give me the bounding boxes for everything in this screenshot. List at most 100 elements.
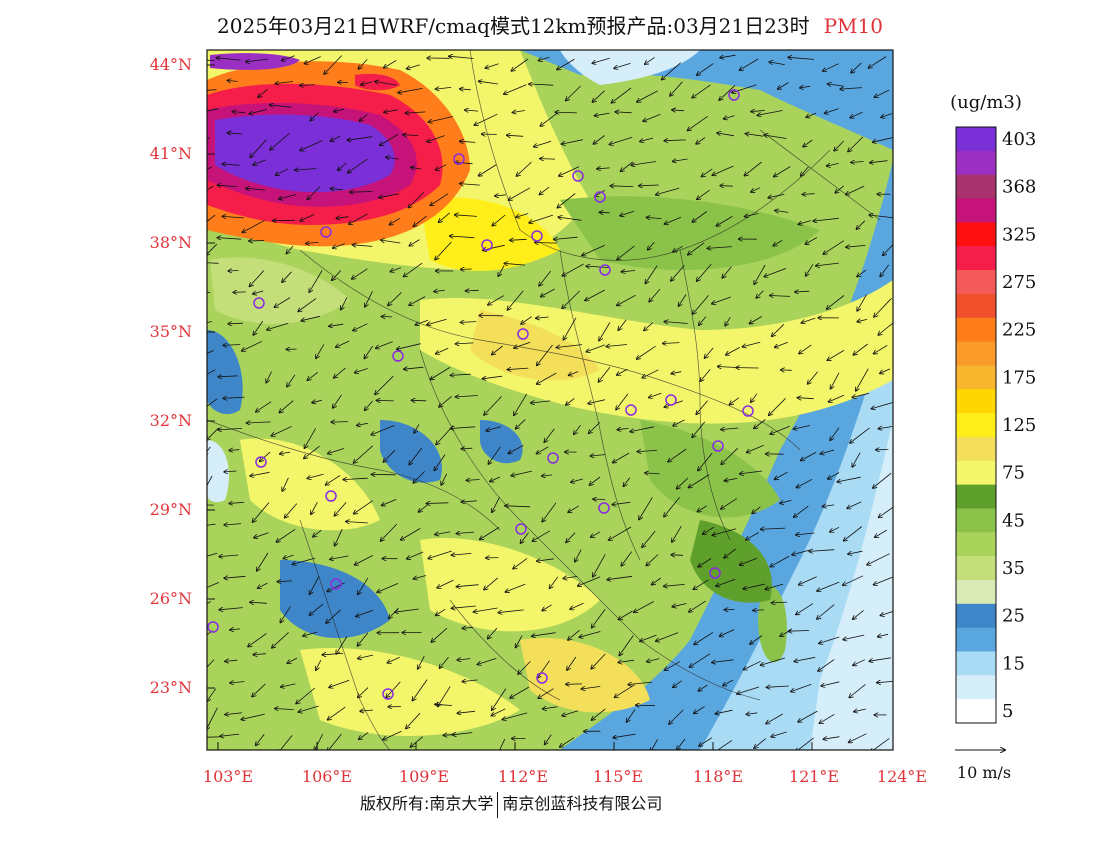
wind-arrow bbox=[330, 555, 349, 560]
city-marker bbox=[536, 672, 548, 684]
wind-arrow bbox=[456, 343, 474, 344]
wind-arrow bbox=[877, 681, 893, 682]
wind-arrow bbox=[507, 135, 524, 136]
wind-arrow bbox=[354, 445, 373, 463]
wind-arrow bbox=[636, 705, 655, 706]
wind-arrow bbox=[740, 58, 759, 70]
wind-arrow bbox=[298, 298, 317, 311]
wind-arrow bbox=[579, 631, 601, 638]
wind-arrow bbox=[544, 428, 555, 442]
wind-arrow bbox=[338, 162, 347, 170]
wind-arrow bbox=[557, 193, 576, 208]
city-marker bbox=[547, 452, 559, 464]
wind-arrow bbox=[588, 399, 606, 404]
wind-arrow bbox=[568, 629, 580, 640]
wind-arrow bbox=[438, 686, 451, 706]
wind-arrow bbox=[281, 683, 296, 687]
wind-arrow bbox=[637, 450, 657, 451]
wind-arrow bbox=[538, 56, 550, 60]
wind-arrow bbox=[456, 532, 475, 533]
wind-arrow bbox=[559, 166, 580, 176]
wind-arrow bbox=[830, 526, 840, 532]
footer-left: 版权所有:南京大学 bbox=[360, 794, 494, 813]
wind-arrow bbox=[796, 478, 813, 487]
wind-arrow bbox=[809, 550, 835, 552]
city-marker bbox=[594, 191, 606, 203]
pm10-field bbox=[207, 50, 893, 750]
wind-arrow bbox=[277, 581, 292, 582]
wind-arrow bbox=[851, 162, 864, 163]
wind-arrow bbox=[664, 140, 686, 141]
wind-arrow bbox=[223, 345, 241, 346]
wind-arrow bbox=[720, 186, 733, 187]
wind-arrow bbox=[671, 265, 685, 281]
wind-arrow bbox=[791, 683, 812, 691]
wind-arrow bbox=[434, 454, 446, 471]
wind-arrow bbox=[725, 316, 731, 326]
wind-arrow bbox=[313, 529, 322, 537]
wind-arrow bbox=[639, 185, 659, 186]
wind-arrow bbox=[224, 524, 242, 525]
wind-arrow bbox=[413, 215, 427, 226]
wind-arrow bbox=[813, 217, 839, 221]
wind-arrow bbox=[566, 398, 575, 405]
wind-arrow bbox=[664, 322, 688, 324]
city-marker bbox=[320, 226, 332, 238]
wind-arrow bbox=[537, 372, 557, 384]
wind-arrow bbox=[390, 267, 402, 272]
wind-arrow bbox=[617, 294, 636, 305]
wind-arrow bbox=[829, 394, 845, 402]
wind-arrow bbox=[831, 372, 840, 389]
wind-arrow bbox=[719, 85, 736, 100]
wind-arrow bbox=[788, 631, 810, 632]
legend-swatch bbox=[956, 127, 996, 152]
wind-arrow bbox=[510, 686, 530, 698]
lat-label-32: 32°N bbox=[150, 411, 192, 430]
wind-arrow bbox=[640, 137, 654, 142]
wind-arrow bbox=[849, 733, 867, 743]
wind-arrow bbox=[764, 135, 787, 139]
wind-arrow bbox=[358, 687, 369, 698]
lon-label-124: 124°E bbox=[877, 767, 927, 786]
wind-arrow bbox=[495, 195, 506, 196]
wind-arrow bbox=[227, 81, 238, 82]
wind-arrow bbox=[488, 627, 498, 639]
wind-arrow bbox=[328, 706, 346, 720]
wind-arrow bbox=[272, 632, 289, 648]
wind-arrow bbox=[435, 532, 451, 535]
wind-arrow bbox=[258, 582, 268, 588]
wind-arrow bbox=[300, 85, 315, 86]
wind-arrow bbox=[692, 421, 706, 438]
wind-arrow bbox=[823, 505, 835, 507]
wind-arrow bbox=[540, 159, 556, 160]
wind-arrow bbox=[792, 549, 811, 555]
wind-arrow bbox=[455, 162, 473, 163]
wind-arrow bbox=[798, 398, 814, 399]
wind-arrow bbox=[707, 247, 732, 249]
wind-arrow bbox=[696, 137, 706, 144]
wind-arrow bbox=[732, 84, 757, 93]
wind-arrow bbox=[411, 167, 421, 169]
footer-separator bbox=[497, 791, 499, 818]
wind-arrow bbox=[280, 452, 291, 454]
wind-arrow bbox=[640, 634, 657, 641]
wind-arrow bbox=[427, 135, 445, 142]
wind-arrow bbox=[412, 679, 428, 701]
wind-arrow bbox=[257, 552, 269, 571]
wind-arrow bbox=[615, 112, 632, 113]
wind-arrow bbox=[529, 84, 554, 85]
wind-arrow bbox=[582, 244, 605, 255]
wind-arrow bbox=[207, 427, 219, 440]
wind-arrow bbox=[542, 502, 557, 522]
wind-arrow bbox=[560, 737, 575, 747]
wind-arrow bbox=[298, 705, 319, 712]
legend-label: 225 bbox=[1002, 320, 1036, 341]
wind-arrow bbox=[409, 296, 426, 306]
wind-arrow bbox=[715, 709, 733, 714]
legend-swatch bbox=[956, 293, 996, 319]
wind-arrow bbox=[672, 110, 685, 111]
wind-arrow bbox=[750, 635, 763, 645]
wind-arrow bbox=[574, 424, 581, 434]
wind-arrow bbox=[449, 56, 474, 58]
lon-label-118: 118°E bbox=[693, 767, 743, 786]
